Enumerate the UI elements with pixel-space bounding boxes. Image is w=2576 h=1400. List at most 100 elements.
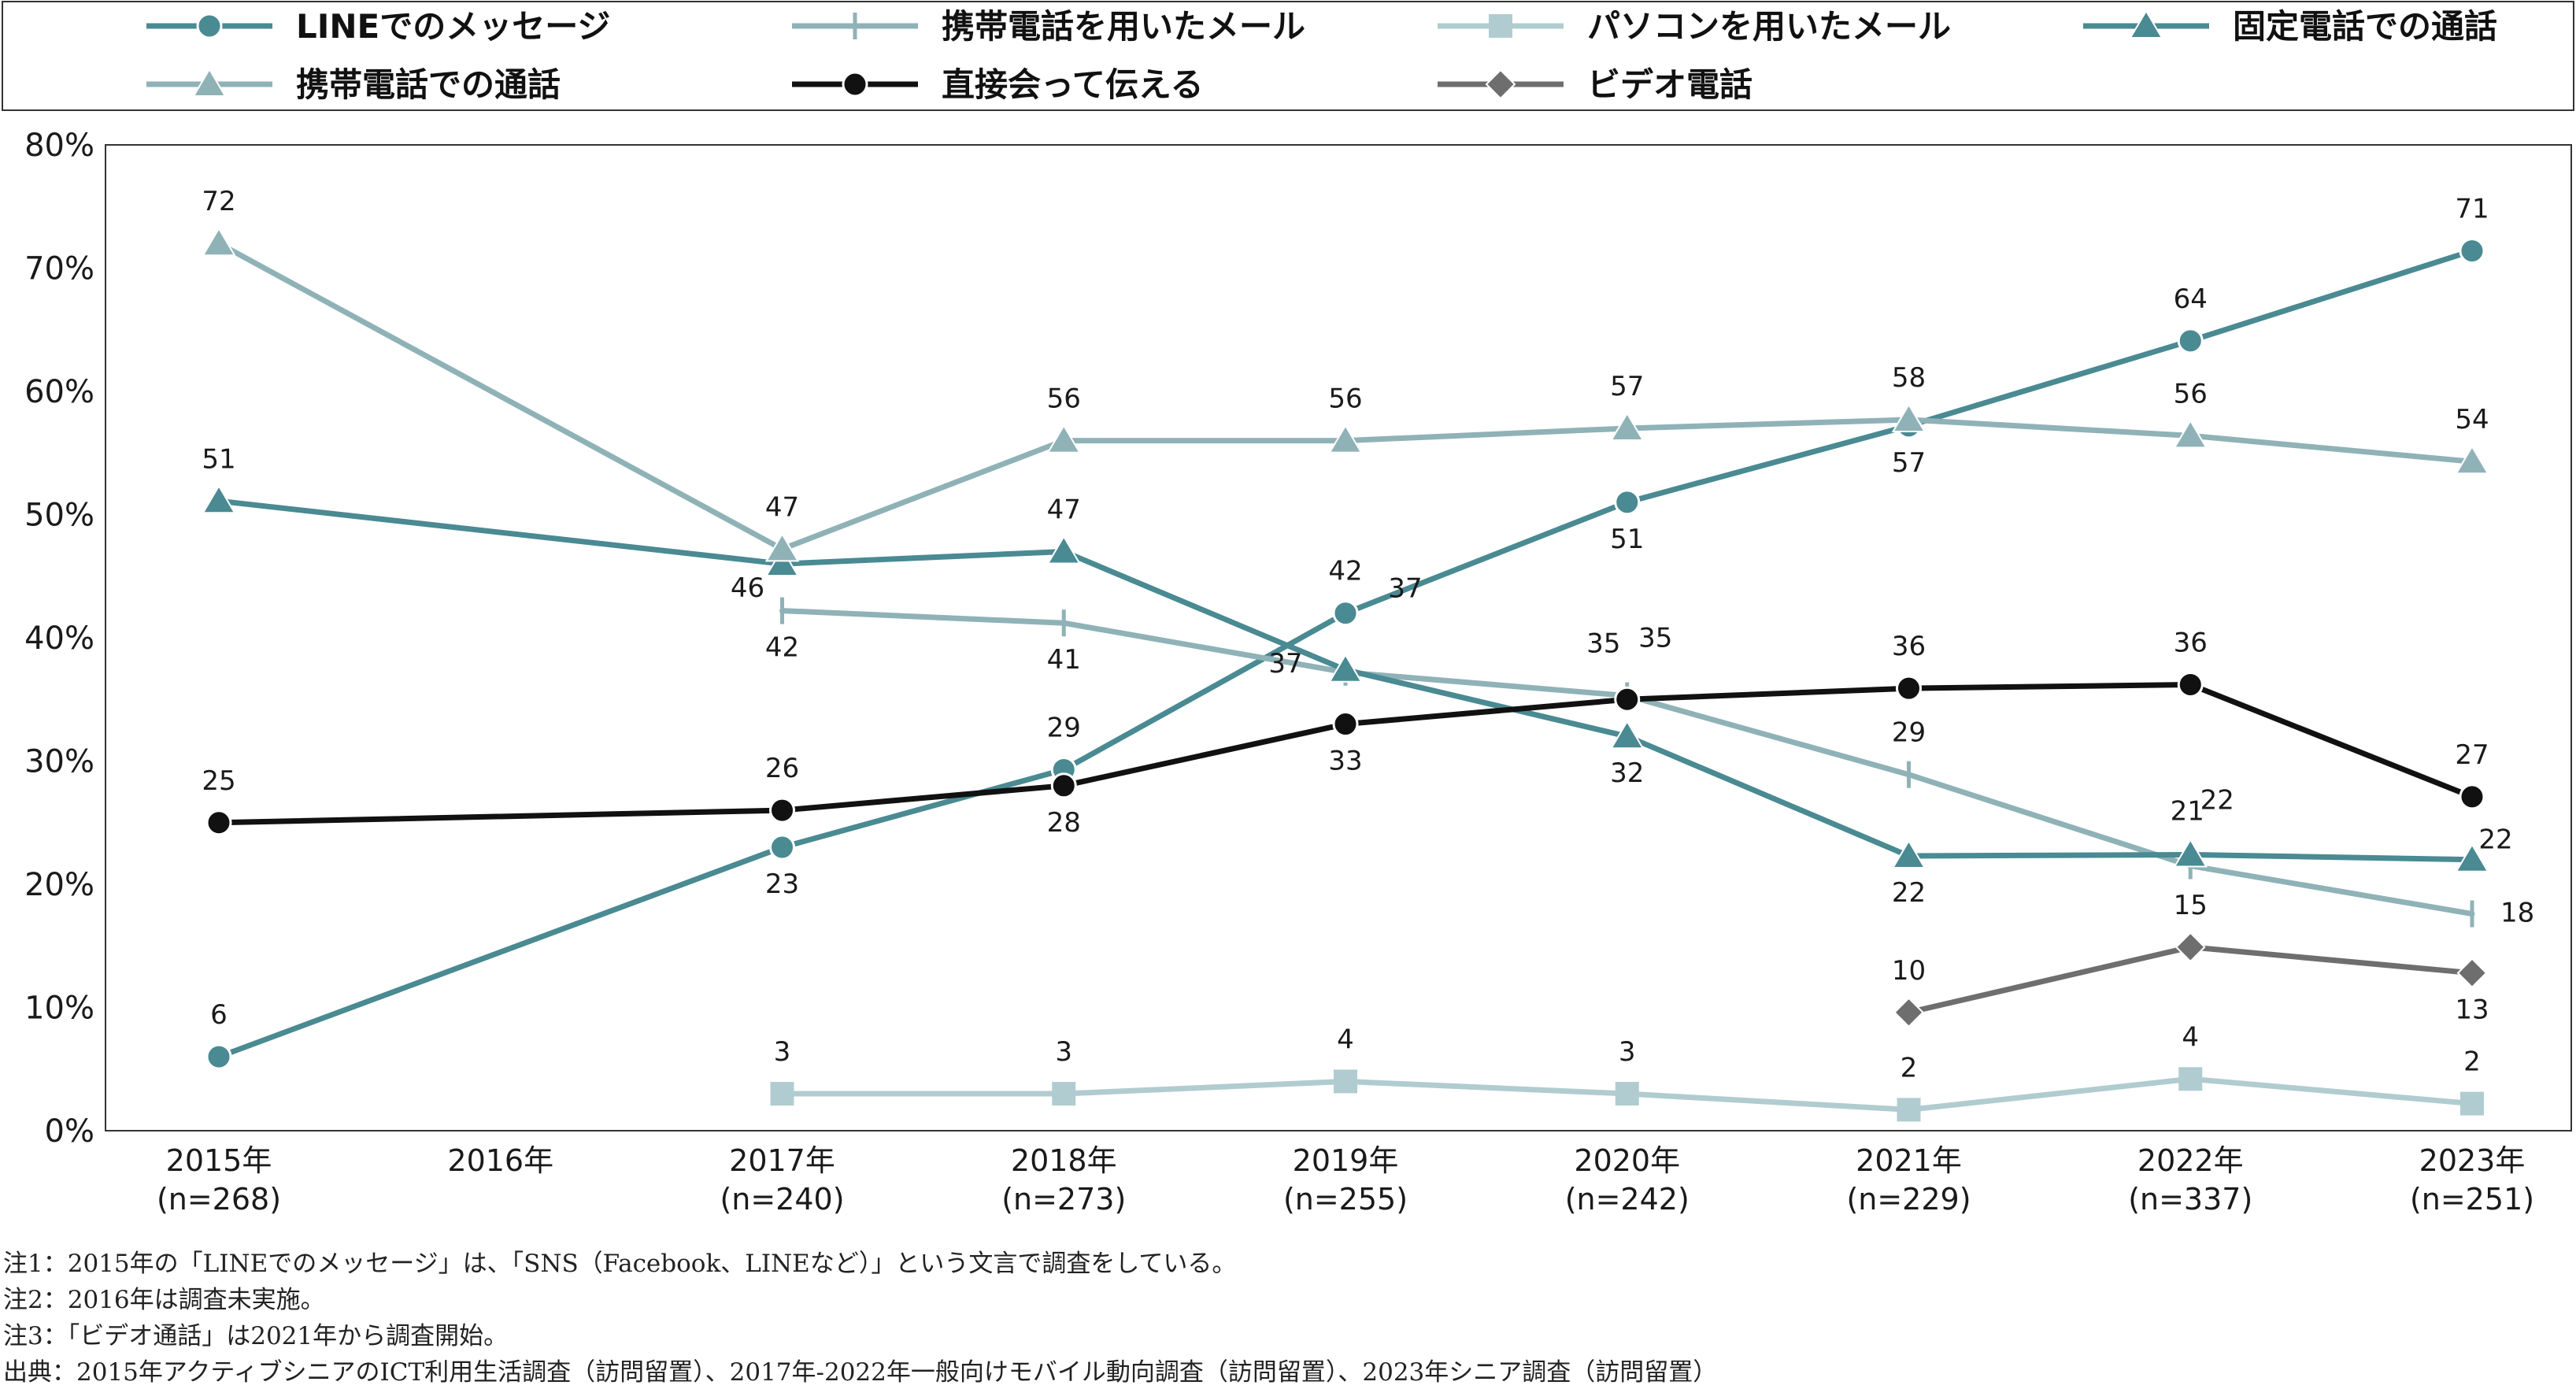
- data-point: [1334, 1069, 1357, 1094]
- series-line-segment: [1060, 548, 1349, 673]
- data-point: [1046, 535, 1081, 565]
- data-point: [2178, 1067, 2203, 1091]
- series-line-segment: [1624, 423, 1912, 506]
- series-line-segment: [1342, 425, 1630, 444]
- data-label: 35: [1586, 628, 1620, 659]
- x-tick-label: 2021年: [1856, 1143, 1962, 1178]
- series-line-segment: [2187, 944, 2475, 976]
- series-line-segment: [779, 548, 1067, 567]
- series-line-segment: [779, 766, 1067, 850]
- data-label: 32: [1610, 757, 1644, 789]
- x-tick-sample-size: (n=251): [2410, 1182, 2534, 1217]
- legend-label: 携帯電話での通話: [296, 65, 561, 104]
- data-label: 3: [774, 1036, 791, 1068]
- x-tick-label: 2016年: [447, 1143, 553, 1178]
- x-tick-label: 2017年: [729, 1143, 835, 1178]
- data-point: [764, 547, 800, 577]
- data-point: [1891, 839, 1926, 869]
- data-label: 3: [1055, 1036, 1072, 1068]
- y-tick-label: 60%: [24, 374, 94, 410]
- data-point: [1614, 686, 1641, 713]
- x-tick-sample-size: (n=273): [1001, 1182, 1126, 1217]
- data-label: 35: [1638, 623, 1672, 654]
- data-point: [2455, 843, 2489, 872]
- data-label: 4: [1337, 1024, 1354, 1055]
- data-point: [1046, 424, 1081, 454]
- data-point: [769, 834, 795, 861]
- x-tick-sample-size: (n=255): [1283, 1182, 1408, 1217]
- series-line-segment: [1624, 685, 1912, 702]
- series-line-segment: [216, 498, 785, 567]
- data-point: [764, 532, 800, 562]
- data-point: [2173, 419, 2208, 449]
- x-tick-label: 2020年: [1574, 1143, 1680, 1178]
- data-label: 33: [1328, 746, 1362, 777]
- x-tick-label: 2019年: [1293, 1143, 1399, 1178]
- x-tick-sample-size: (n=268): [157, 1182, 281, 1217]
- data-point: [1897, 1098, 1921, 1122]
- data-label: 64: [2174, 283, 2208, 315]
- legend-marker: [1489, 14, 1512, 38]
- data-label: 58: [1892, 362, 1926, 394]
- x-tick-sample-size: (n=229): [1846, 1182, 1971, 1217]
- series-line-segment: [1624, 733, 1912, 859]
- data-point: [1332, 711, 1359, 738]
- data-point: [205, 809, 232, 836]
- data-point: [2173, 838, 2208, 868]
- series-line-segment: [1624, 693, 1912, 778]
- data-point: [2459, 783, 2485, 810]
- data-label: 42: [1328, 556, 1362, 587]
- data-label: 72: [202, 186, 235, 217]
- data-label: 47: [765, 491, 799, 523]
- data-point: [1328, 424, 1363, 454]
- data-label: 42: [765, 632, 799, 664]
- data-point: [1610, 720, 1645, 750]
- legend-label: パソコンを用いたメール: [1587, 7, 1951, 46]
- series-line-segment: [2187, 863, 2475, 917]
- series-line-segment: [216, 240, 785, 552]
- series-line-segment: [1906, 417, 2193, 439]
- series-line-segment: [779, 438, 1067, 552]
- data-label: 6: [210, 999, 228, 1031]
- data-label: 51: [202, 443, 235, 475]
- legend-marker: [192, 68, 227, 97]
- data-point: [2177, 328, 2204, 354]
- data-label: 10: [1892, 955, 1926, 987]
- x-tick-sample-size: (n=337): [2128, 1182, 2252, 1217]
- data-point: [2456, 957, 2488, 989]
- x-tick-label: 2023年: [2419, 1143, 2526, 1178]
- data-label: 25: [202, 765, 235, 797]
- data-label: 2: [1901, 1052, 1918, 1083]
- series-line-segment: [1060, 1078, 1349, 1097]
- series-line-segment: [2187, 432, 2475, 465]
- series-line-segment: [1906, 1076, 2193, 1113]
- data-point: [1328, 653, 1363, 683]
- data-point: [205, 1043, 232, 1070]
- data-point: [1614, 489, 1641, 516]
- series-line-segment: [216, 844, 785, 1060]
- data-label: 51: [1610, 524, 1644, 555]
- series-line-segment: [2187, 248, 2475, 344]
- source-note: 出典：2015年アクティブシニアのICT利用生活調査（訪問留置）、2017年-2…: [3, 1358, 1718, 1387]
- data-label: 29: [1047, 712, 1081, 743]
- data-label: 3: [1619, 1036, 1636, 1068]
- data-label: 46: [731, 572, 764, 604]
- y-tick-label: 0%: [45, 1113, 94, 1150]
- data-point: [1610, 411, 1645, 441]
- series-line-segment: [1906, 851, 2193, 859]
- series-line-segment: [2187, 851, 2475, 863]
- data-point: [1896, 675, 1922, 702]
- y-tick-label: 20%: [24, 867, 94, 903]
- y-tick-label: 30%: [24, 744, 94, 780]
- y-tick-label: 70%: [24, 251, 94, 287]
- legend-label: 固定電話での通話: [2233, 7, 2497, 46]
- series-line-segment: [2187, 1076, 2475, 1107]
- y-tick-label: 80%: [24, 128, 94, 164]
- data-point: [1893, 997, 1924, 1028]
- note-3: 注3：「ビデオ通話」は2021年から調査開始。: [3, 1322, 509, 1350]
- data-label: 47: [1047, 494, 1081, 525]
- note-2: 注2：2016年は調査未実施。: [3, 1286, 325, 1314]
- data-label: 56: [1328, 383, 1362, 415]
